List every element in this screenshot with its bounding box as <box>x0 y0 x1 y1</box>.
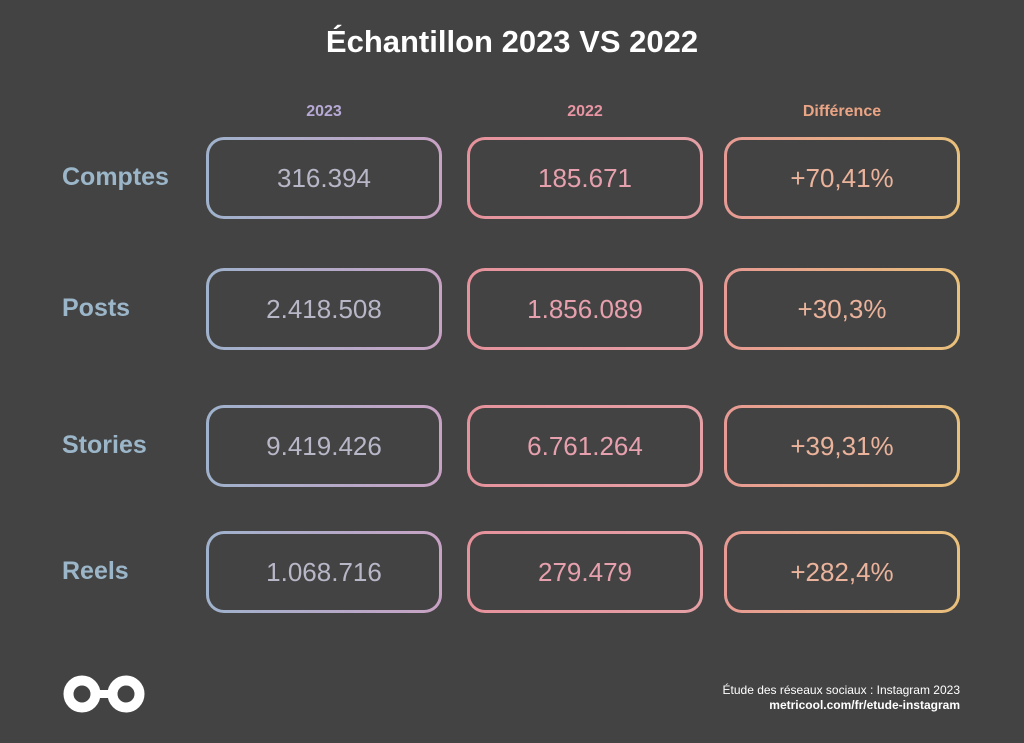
cell-value: 279.479 <box>470 534 700 610</box>
cell-value: +39,31% <box>727 408 957 484</box>
column-header-difference: Différence <box>802 103 882 120</box>
cell-value: 1.856.089 <box>470 271 700 347</box>
cell-comptes-2023: 316.394 <box>206 137 442 219</box>
cell-posts-2022: 1.856.089 <box>467 268 703 350</box>
cell-comptes-2022: 185.671 <box>467 137 703 219</box>
footer-source: Étude des réseaux sociaux : Instagram 20… <box>722 683 960 697</box>
cell-value: 6.761.264 <box>470 408 700 484</box>
cell-stories-diff: +39,31% <box>724 405 960 487</box>
cell-value: 185.671 <box>470 140 700 216</box>
cell-reels-2022: 279.479 <box>467 531 703 613</box>
cell-value: 9.419.426 <box>209 408 439 484</box>
column-header-2023: 2023 <box>306 103 342 120</box>
cell-comptes-diff: +70,41% <box>724 137 960 219</box>
page-title: Échantillon 2023 VS 2022 <box>325 24 699 59</box>
row-label-stories: Stories <box>62 431 147 459</box>
cell-value: +282,4% <box>727 534 957 610</box>
metricool-infinity-logo-icon <box>63 675 145 713</box>
cell-posts-diff: +30,3% <box>724 268 960 350</box>
row-label-comptes: Comptes <box>62 163 169 191</box>
cell-value: 2.418.508 <box>209 271 439 347</box>
column-header-2022: 2022 <box>567 103 603 120</box>
cell-value: 316.394 <box>209 140 439 216</box>
cell-value: +30,3% <box>727 271 957 347</box>
footer-url: metricool.com/fr/etude-instagram <box>769 698 960 712</box>
cell-value: 1.068.716 <box>209 534 439 610</box>
row-label-posts: Posts <box>62 294 131 322</box>
cell-value: +70,41% <box>727 140 957 216</box>
cell-reels-2023: 1.068.716 <box>206 531 442 613</box>
cell-reels-diff: +282,4% <box>724 531 960 613</box>
cell-posts-2023: 2.418.508 <box>206 268 442 350</box>
row-label-reels: Reels <box>62 557 129 585</box>
cell-stories-2023: 9.419.426 <box>206 405 442 487</box>
cell-stories-2022: 6.761.264 <box>467 405 703 487</box>
